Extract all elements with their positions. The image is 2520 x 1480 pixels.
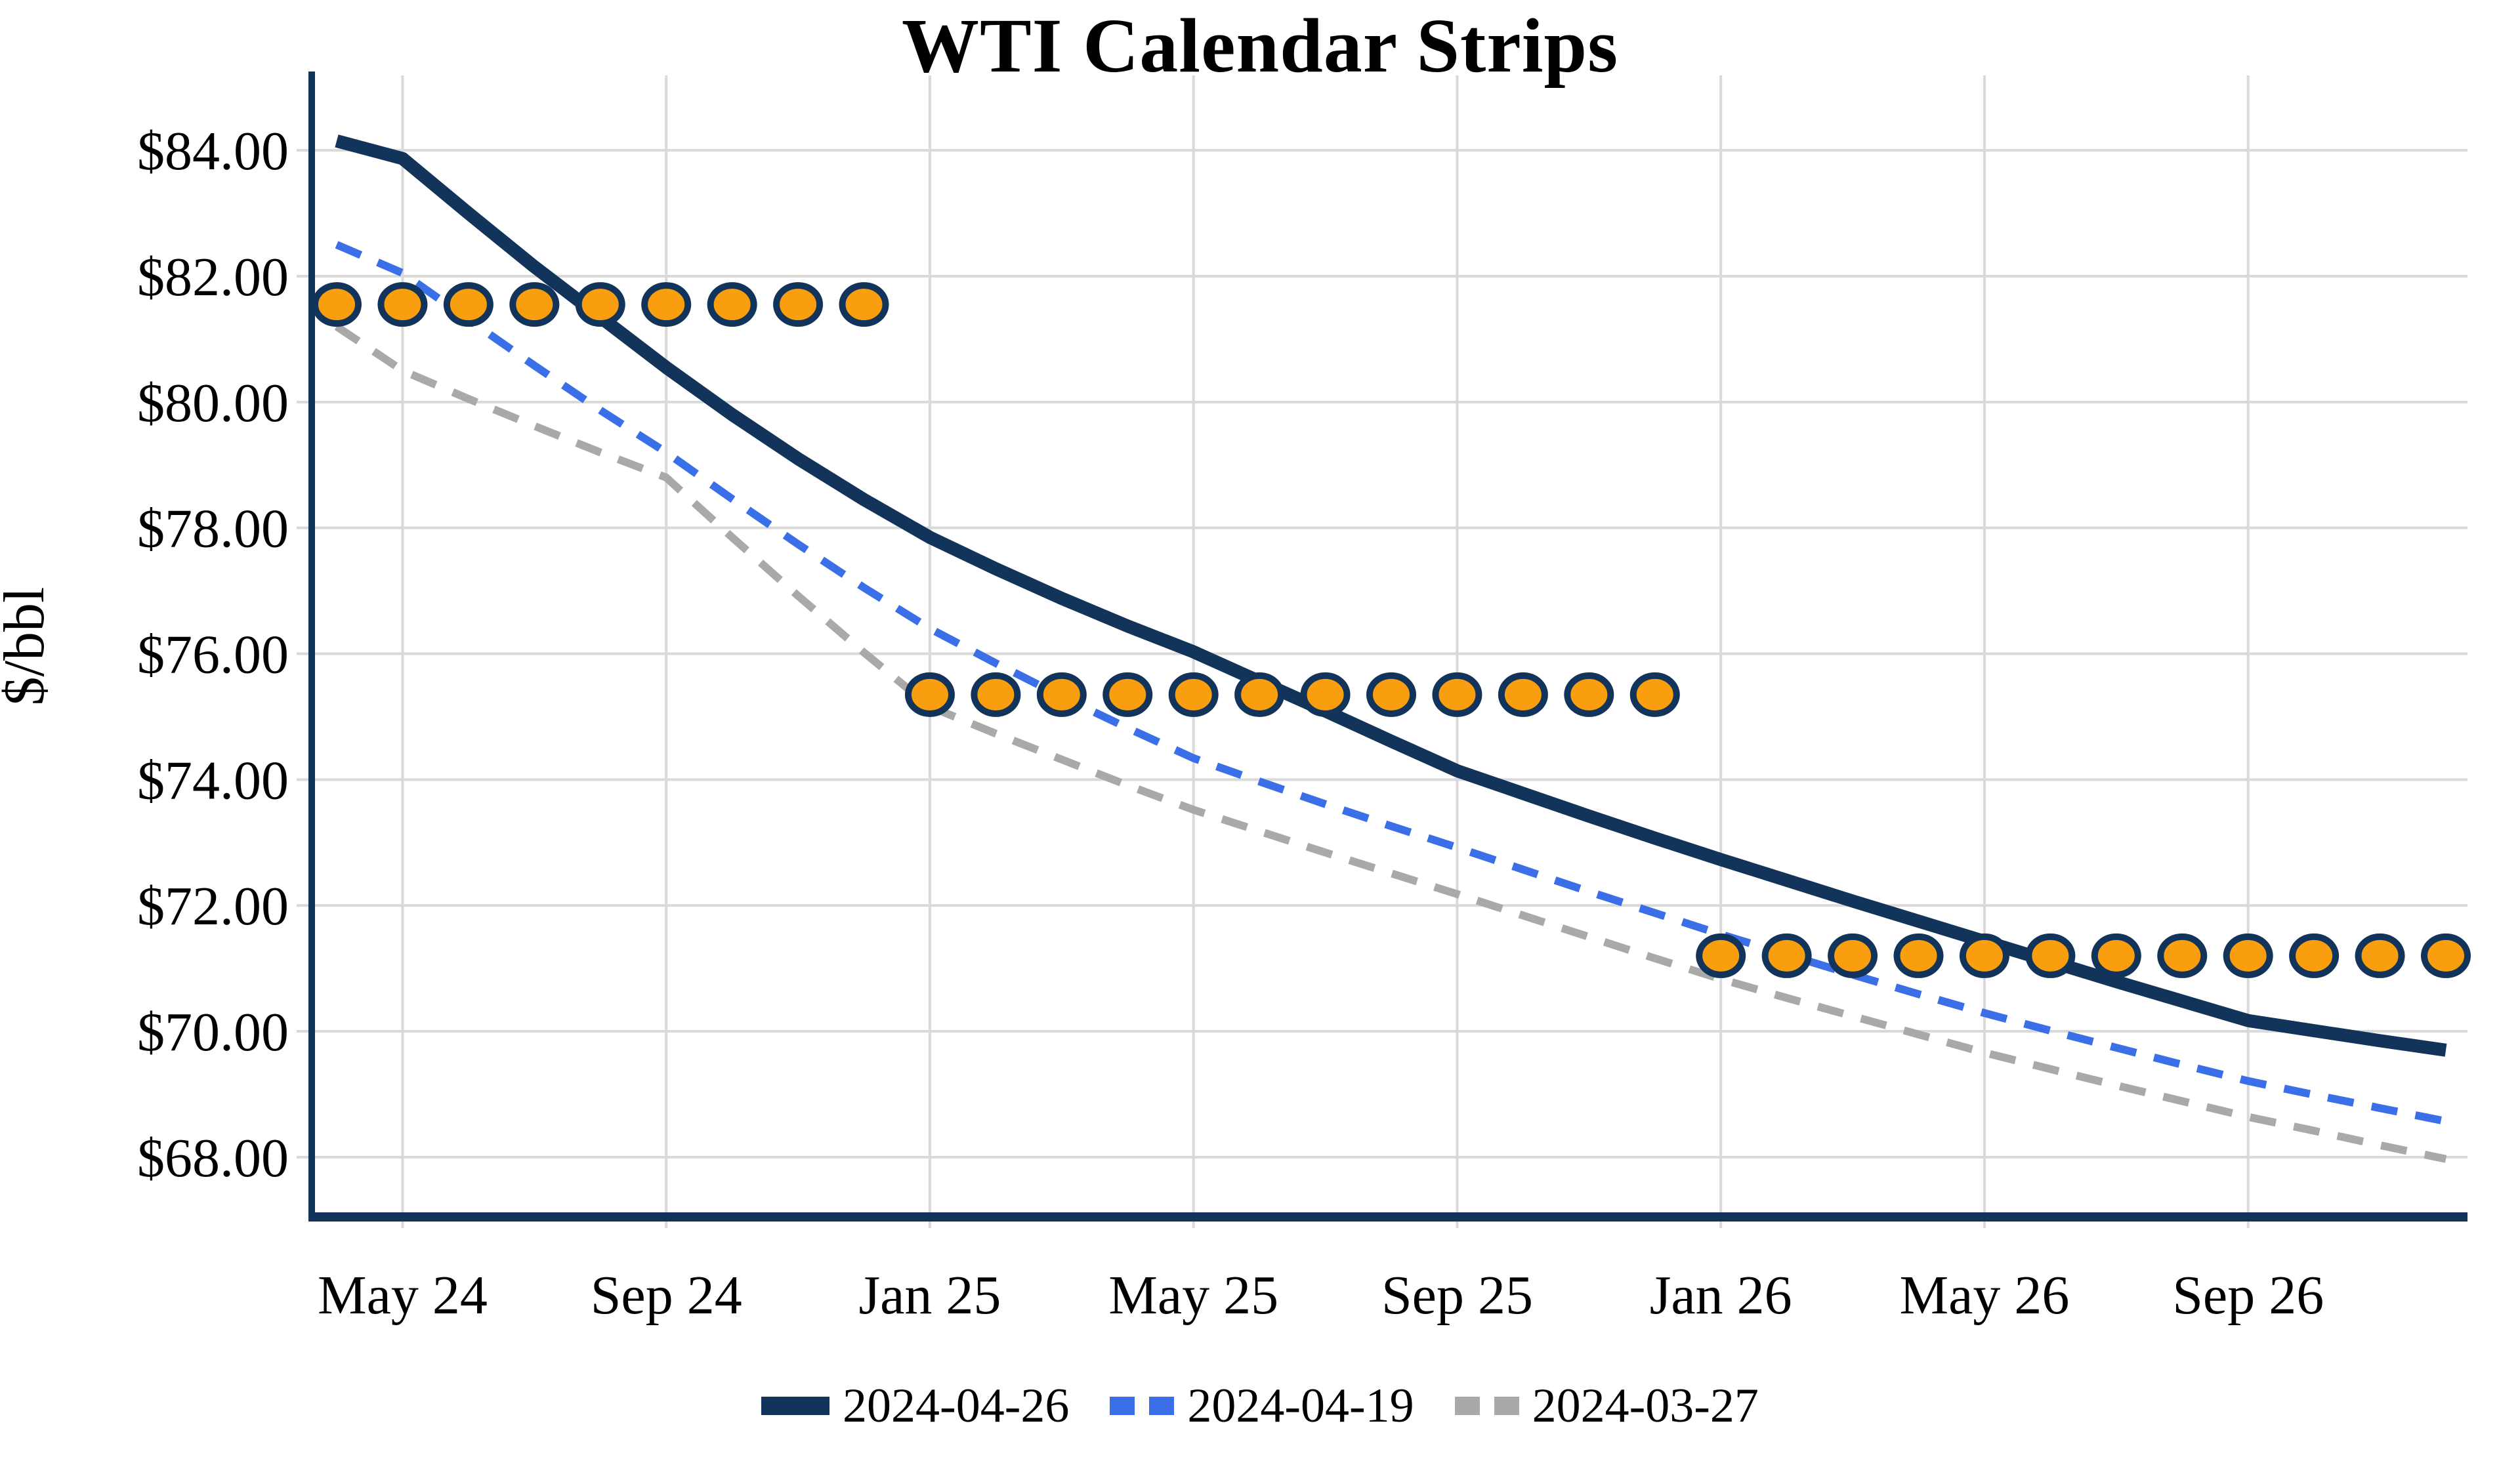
- strip-marker-cal-2024: [312, 282, 362, 327]
- strip-marker-cal-2026: [2289, 933, 2340, 978]
- x-tick-label: Jan 25: [858, 1265, 1001, 1326]
- strip-marker-cal-2026: [2355, 933, 2405, 978]
- legend-item-2024-04-19: 2024-04-19: [1110, 1382, 1414, 1430]
- strip-marker-cal-2026: [1696, 933, 1746, 978]
- strip-marker-cal-2025: [1432, 672, 1482, 717]
- y-axis-title: $/bbl: [0, 587, 56, 706]
- y-tick-label: $82.00: [137, 247, 289, 308]
- strip-marker-cal-2026: [2091, 933, 2141, 978]
- strip-marker-cal-2025: [1102, 672, 1153, 717]
- x-tick-label: May 24: [318, 1265, 488, 1326]
- strip-marker-cal-2024: [575, 282, 625, 327]
- series-line-2024-03-27: [334, 323, 2447, 1163]
- strip-marker-cal-2026: [2421, 933, 2471, 978]
- x-tick-label: May 25: [1108, 1265, 1278, 1326]
- legend-item-2024-03-27: 2024-03-27: [1454, 1379, 1759, 1433]
- strip-marker-cal-2025: [971, 672, 1021, 717]
- x-tick-label: Sep 25: [1381, 1265, 1533, 1326]
- strip-marker-cal-2025: [904, 672, 955, 717]
- legend-label: 2024-04-19: [1187, 1379, 1414, 1433]
- legend-swatch-dashed-line: [1110, 1397, 1175, 1415]
- legend-swatch-bar: [1149, 1397, 1175, 1415]
- x-tick-label: Sep 24: [591, 1265, 742, 1326]
- chart-legend: 2024-04-26 2024-04-19 2024-03-27: [0, 1363, 2520, 1449]
- y-tick-label: $80.00: [137, 373, 289, 434]
- y-tick-label: $70.00: [137, 1002, 289, 1063]
- strip-marker-cal-2026: [2223, 933, 2273, 978]
- legend-item-2024-04-26: 2024-04-26: [761, 1382, 1069, 1430]
- strip-marker-cal-2024: [839, 282, 889, 327]
- y-tick-label: $78.00: [137, 499, 289, 560]
- legend-swatch-bar: [1454, 1397, 1480, 1415]
- strip-marker-cal-2025: [1234, 672, 1285, 717]
- strip-marker-cal-2025: [1168, 672, 1219, 717]
- strip-marker-cal-2024: [707, 282, 757, 327]
- legend-label: 2024-04-26: [843, 1379, 1070, 1433]
- strip-marker-cal-2026: [2157, 933, 2208, 978]
- legend-swatch-bar: [761, 1397, 830, 1415]
- series-line-2024-04-26: [335, 134, 2447, 1057]
- y-tick-label: $72.00: [137, 876, 289, 937]
- strip-marker-cal-2024: [377, 282, 428, 327]
- strip-marker-cal-2024: [443, 282, 494, 327]
- strip-marker-cal-2025: [1036, 672, 1087, 717]
- chart-title: WTI Calendar Strips: [901, 3, 1619, 89]
- x-tick-label: Jan 26: [1650, 1265, 1792, 1326]
- strip-marker-cal-2026: [2025, 933, 2076, 978]
- strip-marker-cal-2025: [1629, 672, 1680, 717]
- y-tick-label: $68.00: [137, 1128, 289, 1189]
- series-line-2024-04-19: [335, 241, 2447, 1126]
- strip-marker-cal-2026: [1959, 933, 2009, 978]
- legend-swatch-solid-line: [761, 1397, 830, 1415]
- strip-marker-cal-2026: [1828, 933, 1878, 978]
- strip-marker-cal-2024: [509, 282, 560, 327]
- legend-swatch-dashed-line: [1454, 1397, 1519, 1415]
- y-tick-label: $84.00: [137, 121, 289, 182]
- y-tick-label: $74.00: [137, 750, 289, 811]
- strip-marker-cal-2026: [1761, 933, 1812, 978]
- strip-marker-cal-2024: [641, 282, 692, 327]
- y-tick-label: $76.00: [137, 625, 289, 686]
- legend-swatch-bar: [1494, 1397, 1519, 1415]
- strip-marker-cal-2025: [1498, 672, 1548, 717]
- strip-marker-cal-2025: [1366, 672, 1416, 717]
- strip-marker-cal-2024: [773, 282, 824, 327]
- strip-marker-cal-2026: [1893, 933, 1944, 978]
- strip-marker-cal-2025: [1564, 672, 1614, 717]
- legend-swatch-bar: [1110, 1397, 1135, 1415]
- x-tick-label: Sep 26: [2172, 1265, 2324, 1326]
- strip-marker-cal-2025: [1300, 672, 1351, 717]
- x-tick-label: May 26: [1899, 1265, 2069, 1326]
- legend-label: 2024-03-27: [1532, 1379, 1759, 1433]
